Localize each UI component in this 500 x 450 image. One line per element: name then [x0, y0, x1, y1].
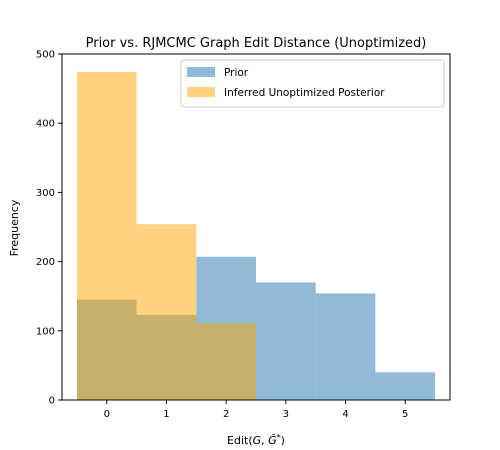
y-axis-label: Frequency — [8, 199, 21, 256]
legend-swatch-1 — [187, 87, 215, 97]
x-axis-label: Edit(G, Ĝ*) — [227, 433, 285, 447]
legend-swatch-0 — [187, 67, 215, 77]
bar-series-0-bin-5 — [375, 372, 436, 400]
x-tick-label: 5 — [402, 409, 408, 420]
ticks-layer: 0 1 2 3 4 5 0 100 200 300 400 500 — [36, 50, 409, 421]
legend-label-0: Prior — [224, 67, 249, 79]
legend-label-1: Inferred Unoptimized Posterior — [224, 87, 385, 99]
x-tick-label: 0 — [104, 409, 110, 420]
y-tick-label: 500 — [36, 50, 55, 61]
bar-series-1-bin-0 — [76, 71, 137, 400]
y-tick-label: 400 — [36, 119, 55, 130]
chart-title: Prior vs. RJMCMC Graph Edit Distance (Un… — [86, 36, 427, 51]
legend-box — [180, 59, 445, 108]
bar-series-0-bin-4 — [315, 293, 376, 400]
y-tick-label: 0 — [49, 396, 55, 407]
y-tick-label: 100 — [36, 326, 55, 337]
bar-series-1-bin-2 — [196, 323, 256, 400]
bar-series-1-bin-1 — [136, 224, 197, 400]
y-tick-label: 300 — [36, 188, 55, 199]
plot-frame — [61, 53, 451, 401]
x-tick-label: 4 — [342, 409, 348, 420]
x-tick-label: 2 — [223, 409, 229, 420]
bars-layer — [76, 71, 436, 400]
x-tick-label: 1 — [163, 409, 169, 420]
bar-series-0-bin-3 — [256, 282, 316, 400]
legend: Prior Inferred Unoptimized Posterior — [180, 59, 445, 108]
x-tick-label: 3 — [283, 409, 289, 420]
y-tick-label: 200 — [36, 257, 55, 268]
